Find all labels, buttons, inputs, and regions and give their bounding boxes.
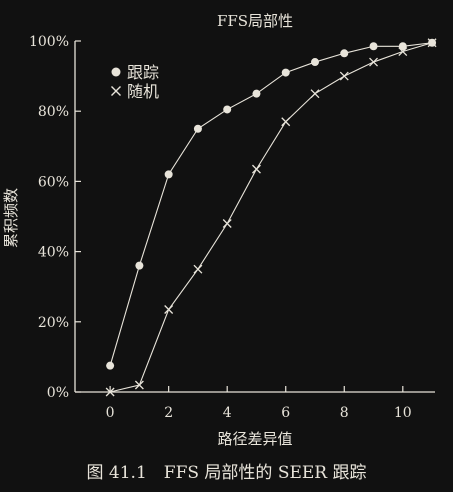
data-point [340,49,349,58]
data-point [164,170,173,179]
data-point [398,42,407,51]
x-tick-label: 6 [281,405,290,421]
y-axis-label: 累积频数 [2,188,20,248]
data-point [281,68,290,77]
data-point [310,89,320,99]
legend-label: 跟踪 [127,63,159,82]
series-line-2 [109,42,433,393]
data-point [134,380,144,390]
data-point [252,89,261,98]
data-point [106,361,115,370]
y-tick-label: 80% [38,104,69,120]
data-point [222,219,232,228]
y-tick-label: 20% [38,315,69,331]
data-point [193,124,202,133]
legend-marker-x [111,86,121,96]
y-tick-label: 40% [38,245,69,261]
figure-caption: 图 41.1 FFS 局部性的 SEER 跟踪 [86,463,367,483]
data-point [135,261,144,270]
x-axis-label: 路径差异值 [217,430,292,448]
chart-title: FFS局部性 [217,12,293,30]
y-tick-label: 60% [38,174,69,190]
x-tick-label: 2 [164,405,173,421]
data-point [193,264,203,274]
series-line-1 [109,42,433,366]
data-point [398,47,408,56]
data-point [339,71,349,81]
data-point [311,58,319,67]
data-point [105,387,115,397]
y-tick-label: 100% [29,34,69,50]
data-point [281,117,291,127]
y-tick-label: 0% [47,385,69,401]
data-point [369,57,378,67]
x-tick-label: 4 [223,405,232,421]
data-point [164,305,174,314]
plot-area [105,38,437,397]
legend-label: 随机 [127,82,159,101]
data-point [427,38,437,48]
x-tick-label: 0 [106,405,115,421]
data-point [252,164,261,174]
data-point [369,42,378,51]
axes: 0% 20% 40% 60% 80% 100% 0 2 4 6 8 10 [29,34,435,421]
x-tick-label: 8 [340,405,349,421]
x-tick-label: 10 [394,405,412,421]
data-point [223,105,232,114]
legend-marker-circle [111,67,121,77]
